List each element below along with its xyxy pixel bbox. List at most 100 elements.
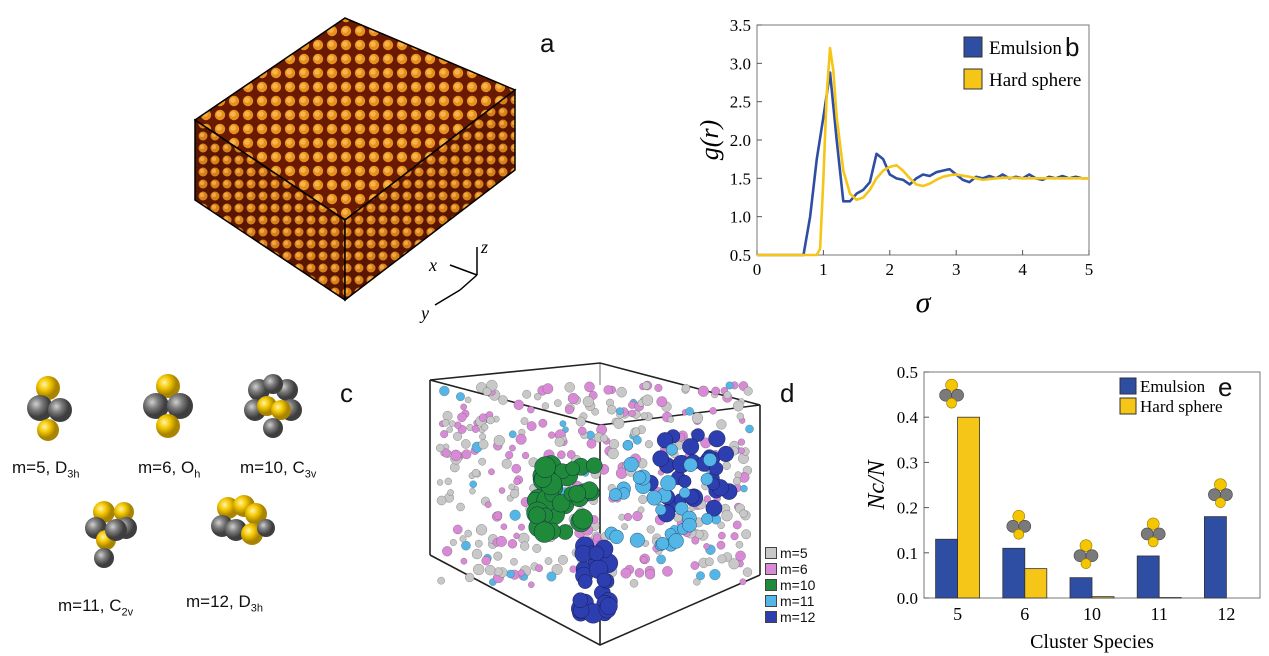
sphere (460, 403, 467, 411)
sphere (474, 539, 483, 548)
sphere (453, 524, 463, 535)
sphere (723, 391, 732, 399)
sphere-m12 (599, 597, 618, 616)
sphere (528, 581, 535, 588)
sphere (632, 510, 643, 522)
sphere (464, 529, 472, 538)
cluster-icon (1006, 509, 1032, 540)
cluster-label-m11: m=11, C2v (58, 596, 134, 619)
cluster-icon (1208, 478, 1233, 508)
y-tick-label: 0.1 (897, 544, 918, 563)
legend-item-m5: m=5 (765, 545, 815, 561)
sphere (461, 439, 471, 449)
y-tick-label: 0.4 (897, 408, 919, 427)
sphere-m11 (700, 473, 714, 486)
sphere (557, 450, 566, 459)
sphere (456, 392, 465, 402)
sphere (473, 563, 485, 576)
sphere (450, 449, 462, 461)
sphere (441, 448, 451, 458)
sphere-m11 (655, 504, 667, 516)
sphere (592, 533, 601, 542)
sphere-m12 (656, 432, 674, 449)
x-tick-label: 6 (1020, 604, 1029, 624)
bar-hard-sphere (957, 416, 980, 599)
legend-swatch (1119, 397, 1137, 415)
sphere-m12 (652, 450, 669, 467)
sphere (662, 566, 673, 577)
sphere (591, 407, 599, 416)
sphere (541, 402, 549, 410)
sphere (716, 540, 726, 550)
x-tick-label: 5 (953, 604, 962, 624)
cluster-ball (1085, 549, 1099, 562)
sphere-m11 (632, 470, 647, 485)
cluster-ball (1146, 517, 1160, 531)
sphere (638, 494, 648, 504)
cluster-label-m10: m=10, C3v (240, 458, 317, 481)
axis-y-label: y (419, 303, 429, 323)
sphere-m11 (674, 501, 689, 516)
sphere (482, 387, 492, 397)
cluster-m6 (143, 374, 193, 438)
panel-d-label: d (780, 378, 795, 408)
sphere (522, 451, 530, 460)
x-tick-label: 4 (1018, 260, 1027, 279)
cluster-ball (1018, 519, 1032, 533)
sphere (717, 521, 725, 529)
cluster-ball (1013, 528, 1025, 540)
sphere (527, 406, 535, 414)
cluster-label-m6: m=6, Oh (138, 458, 201, 481)
sphere (737, 438, 745, 446)
sphere-m12 (678, 474, 692, 488)
sphere (484, 501, 492, 508)
sphere-m11 (656, 537, 670, 550)
y-tick-label: 1.0 (730, 208, 751, 227)
sphere (554, 399, 562, 407)
legend-label: Emulsion (989, 38, 1062, 59)
cluster-label-m5: m=5, D3h (12, 458, 80, 481)
sphere (703, 543, 710, 550)
sphere-m12 (682, 438, 700, 456)
sphere (685, 407, 694, 416)
sphere (513, 532, 520, 540)
sphere (441, 419, 450, 427)
sphere (501, 458, 512, 469)
sphere-m11 (622, 440, 634, 451)
sphere-m11 (660, 475, 677, 492)
sphere (691, 536, 700, 545)
sphere (494, 567, 503, 576)
sphere (741, 529, 752, 540)
sphere (517, 569, 525, 577)
sphere (735, 550, 746, 562)
sphere (465, 572, 475, 583)
legend-item-m6: m=6 (765, 561, 815, 577)
sphere (498, 487, 506, 494)
sphere (442, 410, 453, 421)
sphere (575, 416, 586, 427)
sphere (440, 430, 449, 439)
cluster-ball (1080, 558, 1092, 569)
sphere (513, 399, 524, 410)
sphere (732, 400, 744, 412)
cluster-label-m12: m=12, D3h (186, 592, 263, 615)
sphere (439, 385, 450, 397)
sphere (696, 571, 705, 581)
y-tick-label: 1.5 (730, 169, 751, 188)
sphere-m10 (528, 506, 547, 525)
sphere (621, 523, 628, 530)
sphere (522, 389, 532, 399)
y-tick-label: 2.5 (730, 93, 751, 112)
sphere (730, 532, 739, 541)
panel-a-label: a (540, 28, 555, 58)
series-line-hard-sphere (757, 46, 1089, 257)
sphere (732, 476, 742, 486)
sphere (449, 539, 457, 546)
sphere (510, 558, 518, 566)
sphere (735, 541, 744, 549)
sphere (479, 433, 487, 441)
sphere (558, 554, 568, 565)
sphere (520, 417, 529, 425)
panel-e-bar-chart: 0.0 0.1 0.2 0.3 0.4 0.5 5 6 10 11 12 Cluster Specie… (864, 363, 1261, 653)
sphere-m12 (691, 428, 705, 442)
